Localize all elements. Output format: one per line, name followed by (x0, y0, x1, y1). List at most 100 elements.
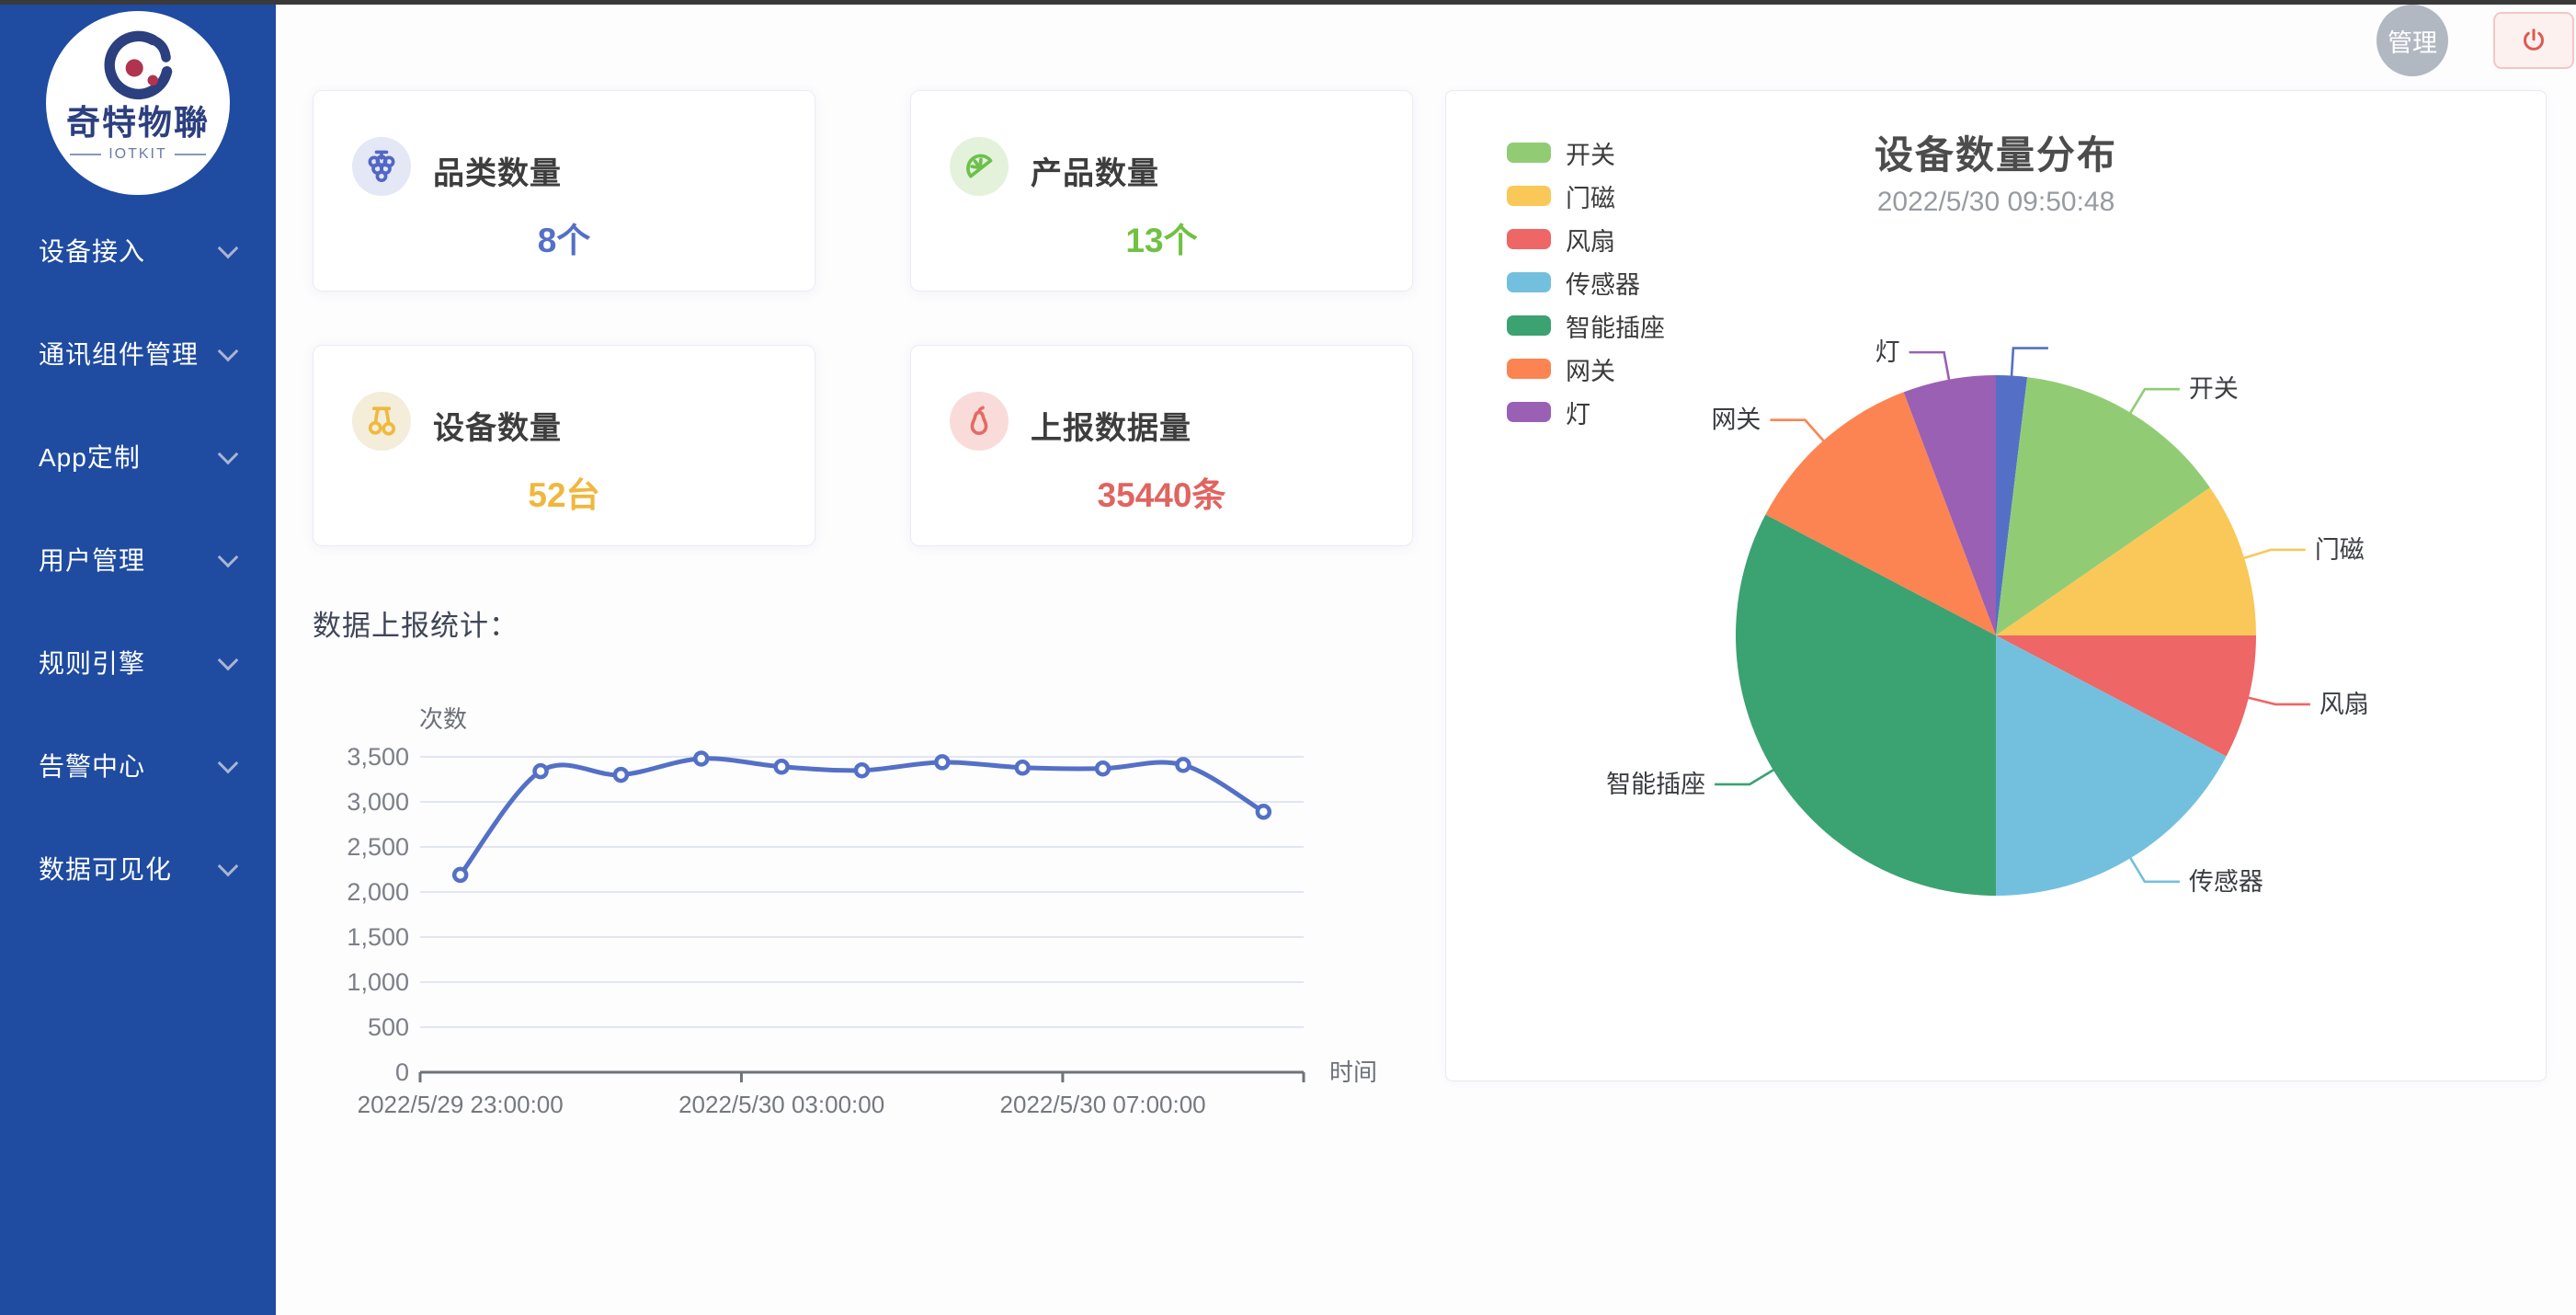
sidebar: 奇特物聯 IOTKIT 设备接入 通讯组件管理 App定制 用户管理 (0, 0, 276, 1315)
sidebar-menu-item-label: 设备接入 (39, 237, 146, 266)
pie-label-line (2241, 548, 2306, 560)
pie-slice[interactable] (1735, 514, 1996, 896)
power-icon (2524, 29, 2544, 51)
svg-text:2022/5/29 23:00:00: 2022/5/29 23:00:00 (358, 1091, 564, 1118)
line-point[interactable] (853, 761, 871, 779)
svg-text:1,000: 1,000 (347, 968, 409, 996)
lemon-icon (950, 137, 1009, 196)
line-point[interactable] (612, 766, 630, 783)
sidebar-menu-item-label: 数据可见化 (39, 855, 173, 884)
brand-subtitle: IOTKIT (70, 146, 206, 163)
pie-slice[interactable] (1996, 635, 2256, 757)
legend-label: 传感器 (1566, 270, 1640, 299)
pie-label-line (2246, 695, 2310, 706)
svg-text:2,500: 2,500 (347, 833, 409, 861)
svg-text:时间: 时间 (1329, 1058, 1377, 1086)
sidebar-menu-item-label: 通讯组件管理 (39, 340, 199, 369)
chevron-down-icon (217, 649, 239, 671)
legend-swatch (1507, 143, 1551, 163)
pear-icon (950, 392, 1009, 451)
chevron-down-icon (217, 855, 239, 877)
legend-swatch (1507, 272, 1551, 292)
user-avatar[interactable]: 管理 (2377, 5, 2448, 76)
pie-slice[interactable] (1996, 635, 2227, 896)
pie-slice-label: 灯 (1875, 338, 1900, 366)
pie-slice-label: 网关 (1711, 406, 1761, 434)
stat-card-title: 上报数据量 (1031, 411, 1191, 446)
sidebar-menu: 设备接入 通讯组件管理 App定制 用户管理 规则引擎 告警中心 (0, 199, 276, 920)
pie-slice-label: 传感器 (2189, 868, 2263, 896)
pie-label-line (1909, 350, 1951, 382)
grapes-icon (352, 137, 411, 196)
stat-card: 品类数量 8个 (313, 90, 815, 292)
line-point[interactable] (693, 750, 710, 767)
stat-card-value: 35440条 (1097, 476, 1226, 514)
pie-slice[interactable] (1996, 377, 2210, 635)
svg-text:2022/5/30 03:00:00: 2022/5/30 03:00:00 (678, 1091, 884, 1118)
sidebar-menu-item[interactable]: 通讯组件管理 (0, 302, 276, 405)
legend-swatch (1507, 315, 1551, 336)
stat-card-value: 52台 (528, 476, 600, 514)
legend-label: 开关 (1566, 141, 1615, 169)
sidebar-menu-item[interactable]: App定制 (0, 405, 276, 508)
sidebar-menu-item[interactable]: 用户管理 (0, 508, 276, 611)
device-distribution-card: 设备数量分布 2022/5/30 09:50:48 开关 门磁 风扇 传感器 (1445, 90, 2547, 1081)
pie-label-line (1770, 418, 1826, 443)
rule-right (174, 153, 206, 155)
sidebar-menu-item[interactable]: 数据可见化 (0, 817, 276, 920)
sidebar-menu-item-label: 告警中心 (39, 752, 146, 781)
line-point[interactable] (1255, 804, 1272, 820)
sidebar-menu-item[interactable]: 规则引擎 (0, 611, 276, 714)
legend-item[interactable]: 网关 (1507, 358, 1665, 385)
pie-slice[interactable] (1765, 392, 1996, 635)
pie-slice-label: 开关 (2189, 375, 2239, 403)
chevron-down-icon (217, 752, 239, 774)
stat-card-value: 13个 (1125, 222, 1198, 259)
line-point[interactable] (773, 759, 790, 775)
legend-item[interactable]: 智能插座 (1507, 314, 1665, 342)
line-point[interactable] (1094, 760, 1111, 777)
line-point[interactable] (451, 866, 469, 884)
brand-logo: 奇特物聯 IOTKIT (46, 11, 230, 195)
legend-item[interactable]: 传感器 (1507, 271, 1665, 299)
stat-card: 上报数据量 35440条 (910, 345, 1413, 546)
line-point[interactable] (934, 754, 951, 771)
sidebar-menu-item-label: 规则引擎 (39, 649, 146, 678)
sidebar-menu-item[interactable]: 设备接入 (0, 199, 276, 302)
line-point[interactable] (532, 762, 549, 780)
stat-card: 设备数量 52台 (313, 345, 815, 546)
cherries-icon (352, 392, 411, 451)
chevron-down-icon (217, 443, 239, 465)
logout-button[interactable] (2493, 12, 2574, 69)
brand-subtitle-text: IOTKIT (108, 145, 167, 162)
line-point[interactable] (1014, 760, 1031, 776)
sidebar-menu-item-label: 用户管理 (39, 546, 146, 575)
pie-chart-subtitle: 2022/5/30 09:50:48 (1876, 187, 2115, 217)
pie-slice[interactable] (1903, 375, 1996, 635)
legend-item[interactable]: 门磁 (1507, 185, 1665, 212)
pie-label-line (2128, 387, 2180, 416)
window-top-bar (0, 0, 2576, 5)
svg-text:0: 0 (395, 1058, 409, 1086)
line-point[interactable] (1175, 757, 1191, 773)
legend-swatch (1507, 402, 1551, 422)
svg-text:2,000: 2,000 (347, 878, 409, 906)
stat-card: 产品数量 13个 (910, 90, 1413, 292)
legend-item[interactable]: 风扇 (1507, 228, 1665, 256)
legend-item[interactable]: 灯 (1507, 401, 1665, 429)
legend-label: 智能插座 (1566, 314, 1665, 342)
pie-slice[interactable] (1996, 487, 2256, 635)
pie-label-line (2010, 347, 2048, 378)
legend-label: 门磁 (1566, 184, 1615, 212)
legend-item[interactable]: 开关 (1507, 142, 1665, 169)
legend-swatch (1507, 359, 1551, 379)
sidebar-menu-item[interactable]: 告警中心 (0, 714, 276, 817)
iotkit-logo-icon (104, 30, 173, 100)
rule-left (70, 153, 102, 155)
user-avatar-label: 管理 (2388, 29, 2437, 57)
svg-text:500: 500 (368, 1013, 409, 1041)
legend-swatch (1507, 229, 1551, 249)
stat-card-title: 设备数量 (433, 411, 562, 446)
pie-slice[interactable] (1996, 375, 2028, 635)
